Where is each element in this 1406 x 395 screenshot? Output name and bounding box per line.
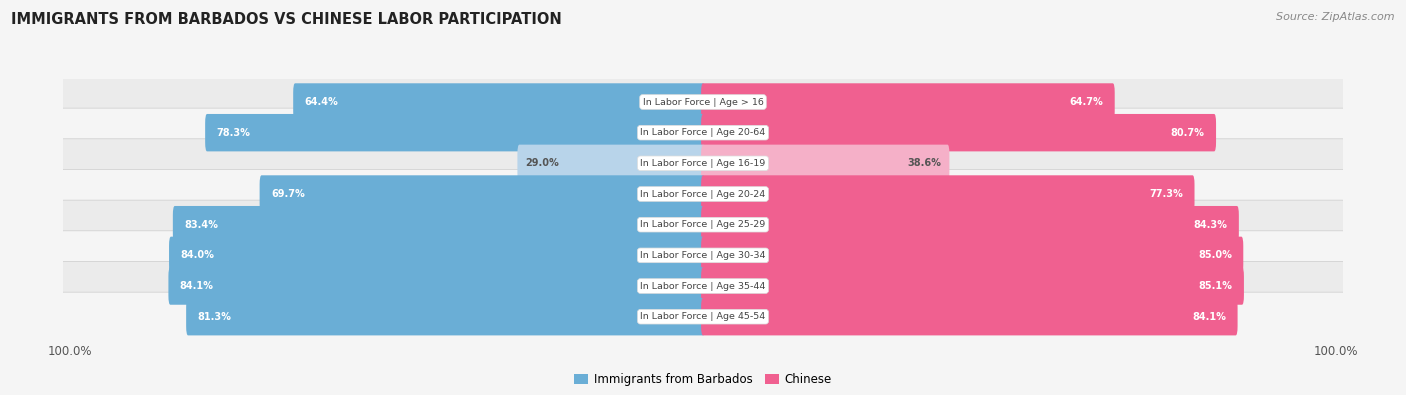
FancyBboxPatch shape bbox=[702, 237, 1243, 274]
Text: 84.1%: 84.1% bbox=[1192, 312, 1226, 322]
Text: In Labor Force | Age 20-64: In Labor Force | Age 20-64 bbox=[640, 128, 766, 137]
Text: 85.1%: 85.1% bbox=[1199, 281, 1233, 291]
Text: 78.3%: 78.3% bbox=[217, 128, 250, 138]
FancyBboxPatch shape bbox=[205, 114, 704, 151]
Text: 84.1%: 84.1% bbox=[180, 281, 214, 291]
Text: In Labor Force | Age 20-24: In Labor Force | Age 20-24 bbox=[640, 190, 766, 199]
Text: In Labor Force | Age 35-44: In Labor Force | Age 35-44 bbox=[640, 282, 766, 291]
Text: 64.4%: 64.4% bbox=[305, 97, 339, 107]
Text: In Labor Force | Age 25-29: In Labor Force | Age 25-29 bbox=[640, 220, 766, 229]
Text: In Labor Force | Age 16-19: In Labor Force | Age 16-19 bbox=[640, 159, 766, 168]
FancyBboxPatch shape bbox=[62, 231, 1344, 280]
FancyBboxPatch shape bbox=[62, 77, 1344, 126]
FancyBboxPatch shape bbox=[702, 298, 1237, 335]
Text: In Labor Force | Age 30-34: In Labor Force | Age 30-34 bbox=[640, 251, 766, 260]
FancyBboxPatch shape bbox=[169, 267, 704, 305]
Text: 84.3%: 84.3% bbox=[1194, 220, 1227, 229]
FancyBboxPatch shape bbox=[294, 83, 704, 121]
FancyBboxPatch shape bbox=[186, 298, 704, 335]
Text: 81.3%: 81.3% bbox=[198, 312, 232, 322]
Text: IMMIGRANTS FROM BARBADOS VS CHINESE LABOR PARTICIPATION: IMMIGRANTS FROM BARBADOS VS CHINESE LABO… bbox=[11, 12, 562, 27]
Text: 83.4%: 83.4% bbox=[184, 220, 218, 229]
FancyBboxPatch shape bbox=[62, 200, 1344, 249]
FancyBboxPatch shape bbox=[702, 267, 1244, 305]
Text: Source: ZipAtlas.com: Source: ZipAtlas.com bbox=[1277, 12, 1395, 22]
Text: 85.0%: 85.0% bbox=[1198, 250, 1232, 260]
FancyBboxPatch shape bbox=[62, 261, 1344, 310]
FancyBboxPatch shape bbox=[260, 175, 704, 213]
Text: In Labor Force | Age > 16: In Labor Force | Age > 16 bbox=[643, 98, 763, 107]
Legend: Immigrants from Barbados, Chinese: Immigrants from Barbados, Chinese bbox=[569, 369, 837, 391]
FancyBboxPatch shape bbox=[702, 145, 949, 182]
Text: In Labor Force | Age 45-54: In Labor Force | Age 45-54 bbox=[640, 312, 766, 321]
Text: 29.0%: 29.0% bbox=[526, 158, 560, 168]
FancyBboxPatch shape bbox=[702, 114, 1216, 151]
FancyBboxPatch shape bbox=[702, 83, 1115, 121]
Text: 64.7%: 64.7% bbox=[1070, 97, 1104, 107]
Text: 77.3%: 77.3% bbox=[1149, 189, 1182, 199]
FancyBboxPatch shape bbox=[62, 169, 1344, 218]
Text: 38.6%: 38.6% bbox=[907, 158, 941, 168]
Text: 80.7%: 80.7% bbox=[1171, 128, 1205, 138]
FancyBboxPatch shape bbox=[702, 175, 1195, 213]
FancyBboxPatch shape bbox=[702, 206, 1239, 243]
FancyBboxPatch shape bbox=[169, 237, 704, 274]
FancyBboxPatch shape bbox=[62, 292, 1344, 341]
FancyBboxPatch shape bbox=[62, 139, 1344, 188]
Text: 69.7%: 69.7% bbox=[271, 189, 305, 199]
FancyBboxPatch shape bbox=[62, 108, 1344, 157]
FancyBboxPatch shape bbox=[173, 206, 704, 243]
Text: 84.0%: 84.0% bbox=[180, 250, 214, 260]
FancyBboxPatch shape bbox=[517, 145, 704, 182]
